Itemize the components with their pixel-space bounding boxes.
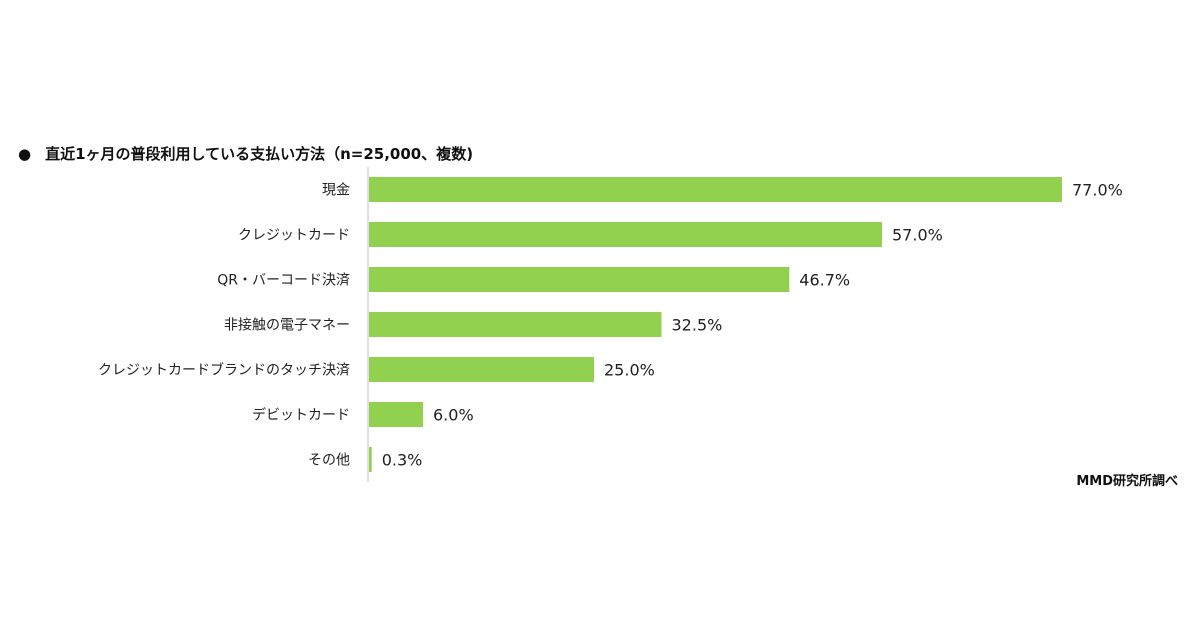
value-label: 77.0% <box>1072 181 1123 200</box>
value-label: 32.5% <box>672 316 723 335</box>
chart-title: ● 直近1ヶ月の普段利用している支払い方法（n=25,000、複数) <box>18 143 473 164</box>
bar-7 <box>369 447 372 472</box>
bar-4 <box>369 312 662 337</box>
bar-5 <box>369 357 594 382</box>
bar-2 <box>369 222 882 247</box>
value-labels-group: 77.0% 57.0% 46.7% 32.5% 25.0% 6.0% 0.3% <box>382 181 1123 470</box>
value-label: 6.0% <box>433 406 474 425</box>
category-label: クレジットカードブランドのタッチ決済 <box>98 362 350 379</box>
source-note: MMD研究所調べ <box>1076 474 1178 489</box>
category-label: 非接触の電子マネー <box>224 317 350 334</box>
value-label: 46.7% <box>799 271 850 290</box>
value-label: 57.0% <box>892 226 943 245</box>
category-label: QR・バーコード決済 <box>217 273 350 289</box>
chart-title-text: 直近1ヶ月の普段利用している支払い方法（n=25,000、複数) <box>45 145 474 163</box>
category-label: クレジットカード <box>238 228 350 244</box>
category-label: その他 <box>308 453 350 469</box>
bar-1 <box>369 177 1062 202</box>
category-label: デビットカード <box>252 407 350 424</box>
title-bullet: ● <box>18 145 32 163</box>
value-label: 25.0% <box>604 361 655 380</box>
bar-3 <box>369 267 790 292</box>
value-label: 0.3% <box>382 451 423 470</box>
bar-6 <box>369 402 423 427</box>
category-label: 現金 <box>322 183 350 199</box>
bars-group <box>369 177 1062 472</box>
